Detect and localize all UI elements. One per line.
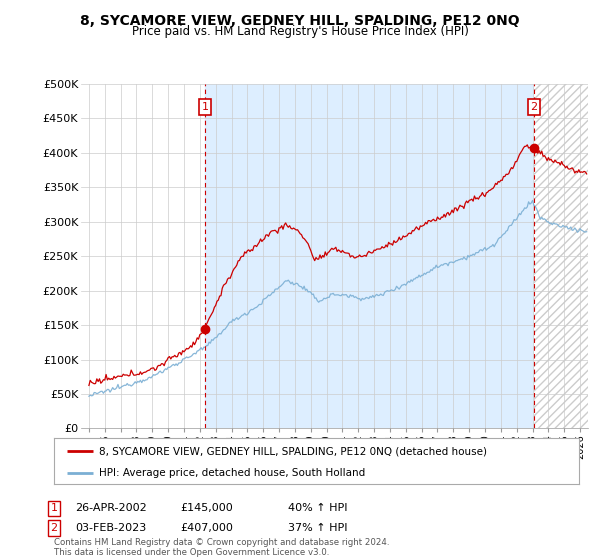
Text: 37% ↑ HPI: 37% ↑ HPI	[288, 523, 347, 533]
Bar	[205, 84, 534, 428]
Text: 8, SYCAMORE VIEW, GEDNEY HILL, SPALDING, PE12 0NQ: 8, SYCAMORE VIEW, GEDNEY HILL, SPALDING,…	[80, 14, 520, 28]
Bar	[534, 84, 588, 428]
Text: £145,000: £145,000	[180, 503, 233, 514]
Text: 8, SYCAMORE VIEW, GEDNEY HILL, SPALDING, PE12 0NQ (detached house): 8, SYCAMORE VIEW, GEDNEY HILL, SPALDING,…	[98, 446, 487, 456]
Bar	[534, 84, 588, 428]
Text: 26-APR-2002: 26-APR-2002	[75, 503, 147, 514]
Text: 2: 2	[530, 102, 538, 112]
Text: 2: 2	[50, 523, 58, 533]
Text: Contains HM Land Registry data © Crown copyright and database right 2024.
This d: Contains HM Land Registry data © Crown c…	[54, 538, 389, 557]
Text: £407,000: £407,000	[180, 523, 233, 533]
Text: 1: 1	[202, 102, 208, 112]
Text: HPI: Average price, detached house, South Holland: HPI: Average price, detached house, Sout…	[98, 468, 365, 478]
Text: 1: 1	[50, 503, 58, 514]
Text: 40% ↑ HPI: 40% ↑ HPI	[288, 503, 347, 514]
Text: 03-FEB-2023: 03-FEB-2023	[75, 523, 146, 533]
Text: Price paid vs. HM Land Registry's House Price Index (HPI): Price paid vs. HM Land Registry's House …	[131, 25, 469, 38]
